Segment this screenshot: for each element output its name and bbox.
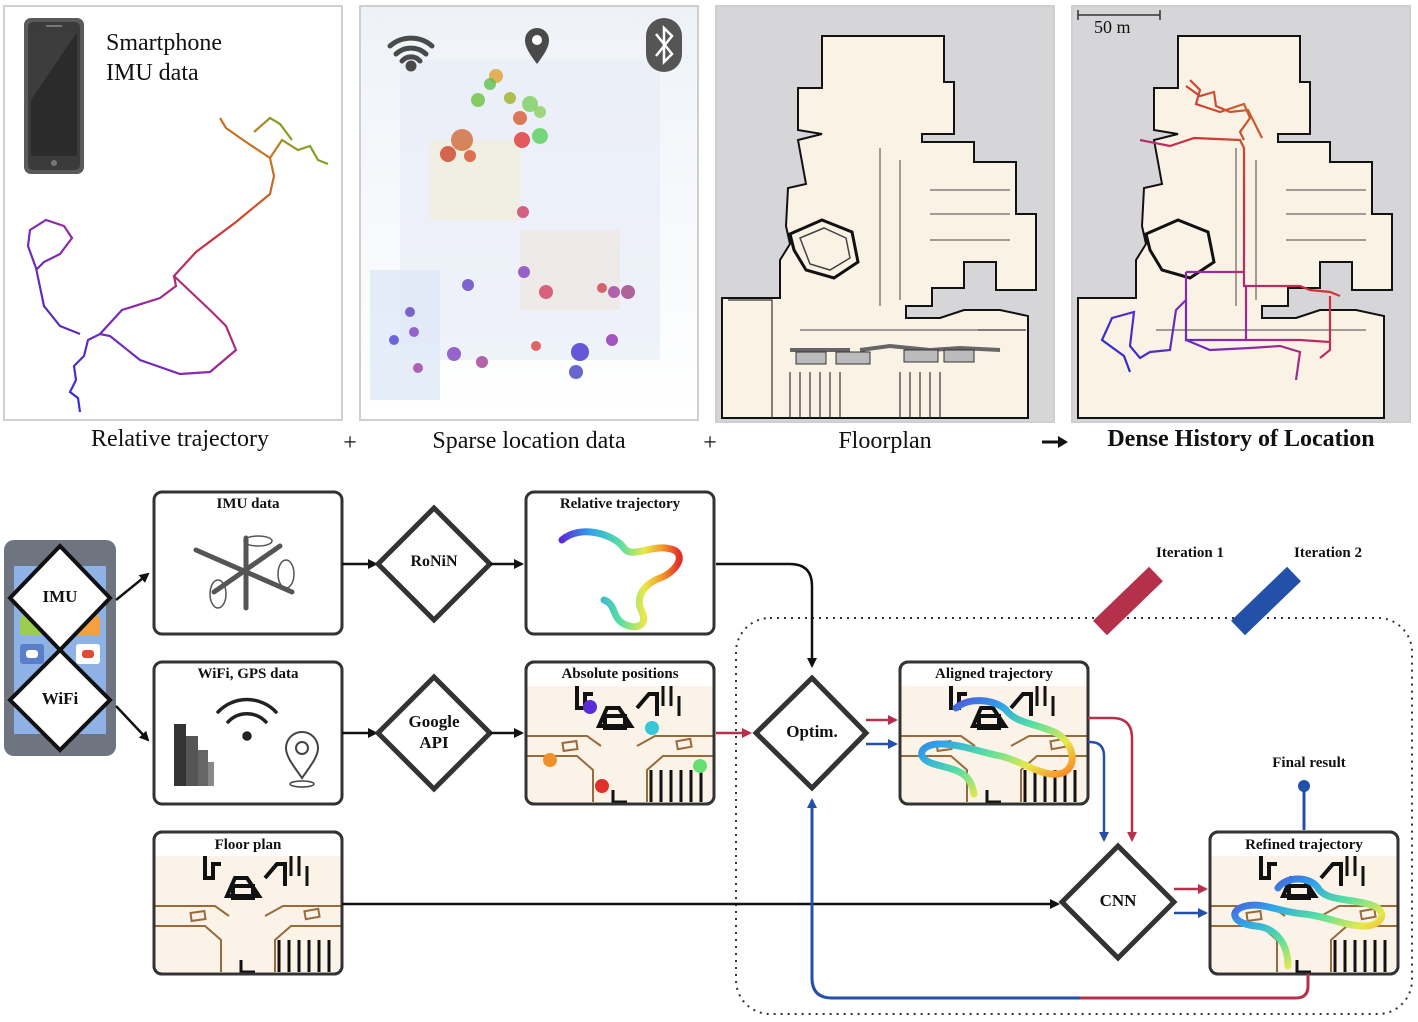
dense-trajectory-path [1100, 79, 1341, 381]
absolute-positions-box [524, 660, 716, 806]
panel-dense-history [1071, 5, 1411, 423]
relative-curve [558, 528, 683, 631]
bluetooth-icon [646, 18, 682, 72]
imu-axes-icon [193, 535, 295, 611]
relative-trajectory-path [26, 116, 329, 413]
caption-floorplan: Floorplan [838, 428, 932, 454]
floorplan-outline [721, 35, 1037, 419]
plus-operator-2: + [703, 430, 717, 456]
location-marker-icon [284, 731, 320, 788]
aligned-trajectory-box [898, 660, 1090, 806]
phone-device [4, 540, 116, 756]
optim-label: Optim. [786, 722, 838, 741]
panel-floorplan [715, 5, 1055, 423]
optim-diamond [752, 674, 870, 792]
caption-sparse-location: Sparse location data [432, 428, 626, 454]
ronin-diamond [374, 504, 494, 624]
cnn-diamond [1058, 842, 1178, 962]
imu-data-title: IMU data [216, 496, 280, 512]
phone-wifi-label: WiFi [41, 689, 79, 708]
wifi-gps-box [152, 660, 344, 806]
panel1-title-line2: IMU data [106, 60, 199, 86]
panel1-title-line1: Smartphone [106, 30, 222, 56]
caption-relative-trajectory: Relative trajectory [91, 426, 269, 452]
wifi-icon [387, 35, 435, 72]
feedback-loop [1080, 974, 1310, 1000]
plus-operator-1: + [343, 430, 357, 456]
imu-data-box [152, 490, 344, 636]
refined-trajectory-box [1208, 830, 1400, 976]
smartphone-icon [24, 18, 84, 174]
relative-trajectory-box [524, 490, 716, 636]
floorplan-title: Floor plan [214, 837, 282, 853]
iteration-legend [1093, 566, 1301, 636]
absolute-positions-title: Absolute positions [561, 666, 679, 682]
google-label-line2: API [419, 733, 449, 752]
cnn-label: CNN [1099, 891, 1137, 910]
relative-trajectory-title: Relative trajectory [559, 496, 681, 512]
iteration-1-label: Iteration 1 [1156, 545, 1224, 561]
aligned-trajectory-title: Aligned trajectory [935, 666, 1053, 682]
signal-bars-icon [174, 724, 214, 786]
final-result-label: Final result [1272, 755, 1346, 771]
result-arrow [1042, 436, 1068, 448]
refined-trajectory-title: Refined trajectory [1245, 837, 1363, 853]
ronin-label: RoNiN [410, 553, 458, 570]
caption-dense-history: Dense History of Location [1107, 426, 1375, 452]
final-result-pin [1298, 780, 1310, 830]
panel-sparse-location [359, 5, 699, 421]
iteration-2-label: Iteration 2 [1294, 545, 1362, 561]
wifi-gps-title: WiFi, GPS data [197, 666, 299, 682]
wifi-signal-icon [216, 697, 278, 741]
phone-imu-label: IMU [42, 587, 78, 606]
scale-label: 50 m [1094, 17, 1131, 37]
location-pin-icon [525, 28, 549, 64]
scale-bar [1077, 10, 1161, 20]
google-label-line1: Google [408, 712, 460, 731]
location-points [389, 69, 635, 379]
panel-relative-trajectory [3, 5, 343, 421]
google-api-diamond [374, 673, 494, 793]
